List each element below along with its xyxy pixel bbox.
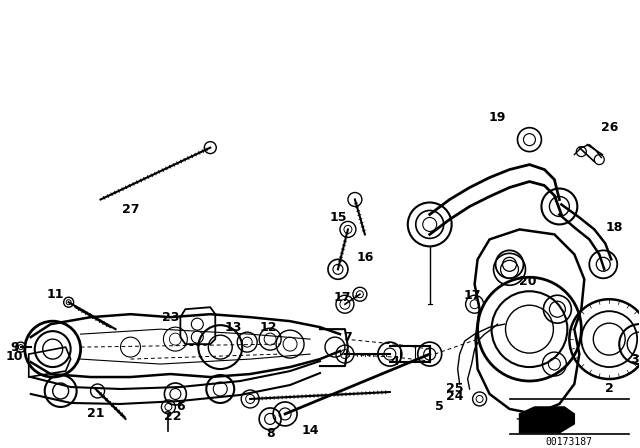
Text: 22: 22 bbox=[164, 410, 181, 423]
Text: 6: 6 bbox=[176, 401, 185, 414]
Text: 26: 26 bbox=[600, 121, 618, 134]
Text: 2: 2 bbox=[605, 383, 614, 396]
Text: 12: 12 bbox=[259, 321, 277, 334]
Polygon shape bbox=[520, 407, 574, 433]
Text: 27: 27 bbox=[122, 203, 140, 216]
Text: 24: 24 bbox=[446, 391, 463, 404]
Text: 23: 23 bbox=[162, 310, 179, 324]
Text: 18: 18 bbox=[605, 221, 623, 234]
Text: 17: 17 bbox=[464, 289, 481, 302]
Text: 4: 4 bbox=[390, 354, 399, 367]
Text: 9: 9 bbox=[10, 340, 19, 353]
Text: 16: 16 bbox=[356, 251, 374, 264]
Text: 17: 17 bbox=[333, 291, 351, 304]
Text: 8: 8 bbox=[266, 427, 275, 440]
Text: 3: 3 bbox=[630, 353, 639, 366]
Text: 7: 7 bbox=[344, 331, 352, 344]
Text: 10: 10 bbox=[6, 349, 24, 362]
Text: 25: 25 bbox=[446, 383, 463, 396]
Text: 20: 20 bbox=[518, 275, 536, 288]
Text: 11: 11 bbox=[47, 288, 65, 301]
Text: 21: 21 bbox=[87, 407, 104, 420]
Text: 14: 14 bbox=[301, 424, 319, 437]
Text: 15: 15 bbox=[329, 211, 347, 224]
Text: 00173187: 00173187 bbox=[546, 437, 593, 447]
Text: 13: 13 bbox=[225, 321, 242, 334]
Text: 5: 5 bbox=[435, 401, 444, 414]
Text: 19: 19 bbox=[489, 111, 506, 124]
Text: 1: 1 bbox=[530, 407, 539, 420]
